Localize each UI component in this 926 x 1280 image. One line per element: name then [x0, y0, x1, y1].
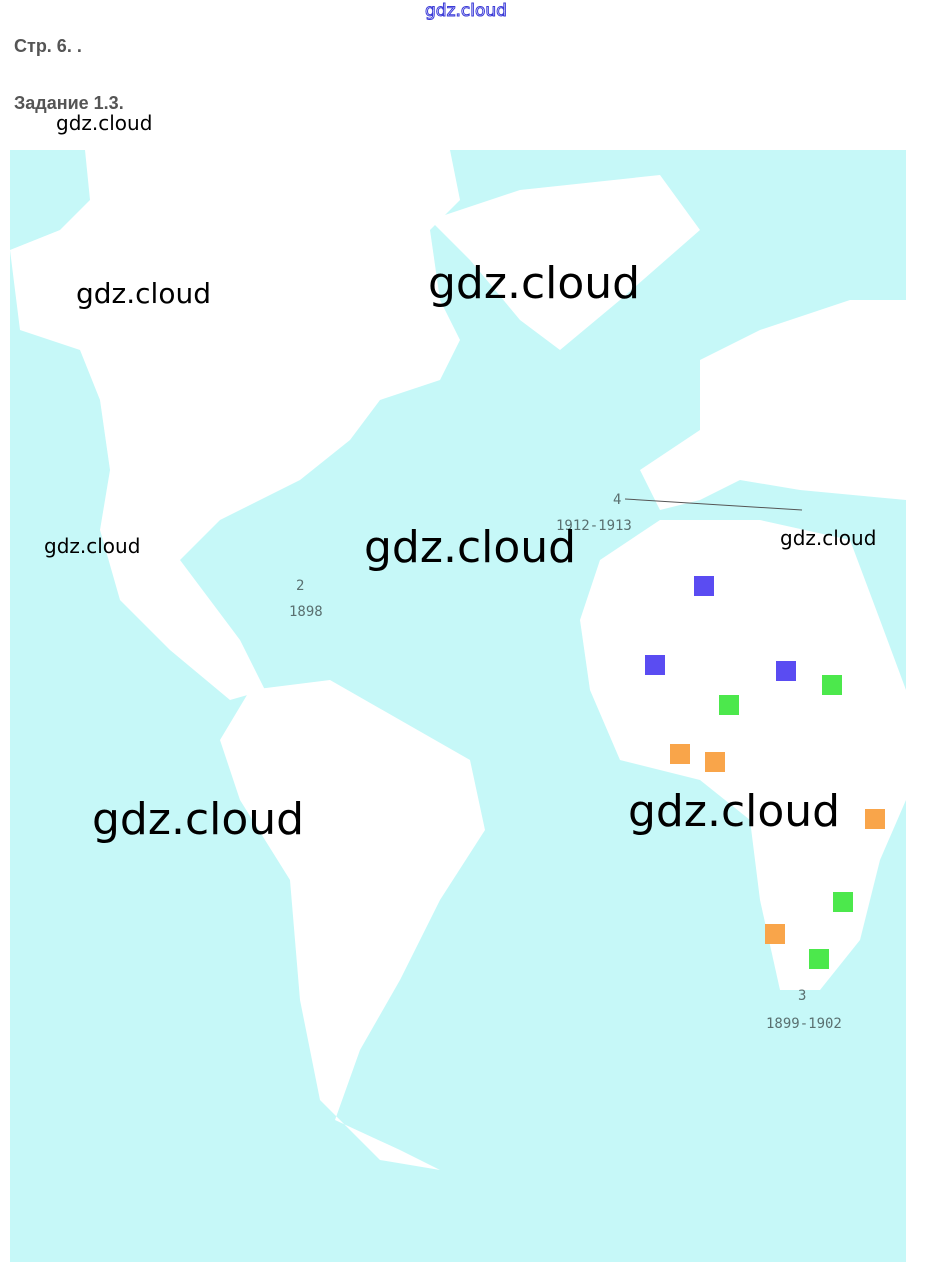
marker-green: [809, 949, 829, 969]
marker-orange: [670, 744, 690, 764]
marker-blue: [776, 661, 796, 681]
marker-blue: [645, 655, 665, 675]
marker-green: [833, 892, 853, 912]
watermark: gdz.cloud: [364, 522, 577, 573]
marker-orange: [705, 752, 725, 772]
pointer-line-4: [624, 498, 803, 511]
marker-orange: [765, 924, 785, 944]
watermark: gdz.cloud: [56, 111, 153, 135]
label-year-2: 1898: [289, 604, 323, 620]
label-num-2: 2: [296, 578, 304, 594]
south-america: [220, 680, 485, 1170]
label-year-4: 1912-1913: [556, 518, 632, 534]
watermark: gdz.cloud: [92, 794, 305, 845]
label-num-4: 4: [613, 492, 621, 508]
markers: [645, 576, 885, 969]
watermark: gdz.cloud: [428, 258, 641, 309]
marker-green: [719, 695, 739, 715]
greenland: [430, 175, 700, 350]
page-label: Стр. 6. .: [14, 36, 82, 56]
label-num-3: 3: [798, 988, 806, 1004]
watermark: gdz.cloud: [44, 534, 141, 558]
watermark: gdz.cloud: [780, 526, 877, 550]
europe: [640, 300, 906, 510]
marker-orange: [865, 809, 885, 829]
africa: [580, 520, 906, 990]
marker-green: [822, 675, 842, 695]
map: 2 1898 4 1912-1913 3 1899-1902: [10, 150, 906, 1262]
label-year-3: 1899-1902: [766, 1016, 842, 1032]
watermark: gdz.cloud: [628, 786, 841, 837]
task-label: Задание 1.3.: [14, 93, 124, 113]
marker-blue: [694, 576, 714, 596]
watermark-top: gdz.cloud: [425, 1, 508, 22]
watermark: gdz.cloud: [76, 277, 211, 310]
north-america: [10, 150, 460, 700]
